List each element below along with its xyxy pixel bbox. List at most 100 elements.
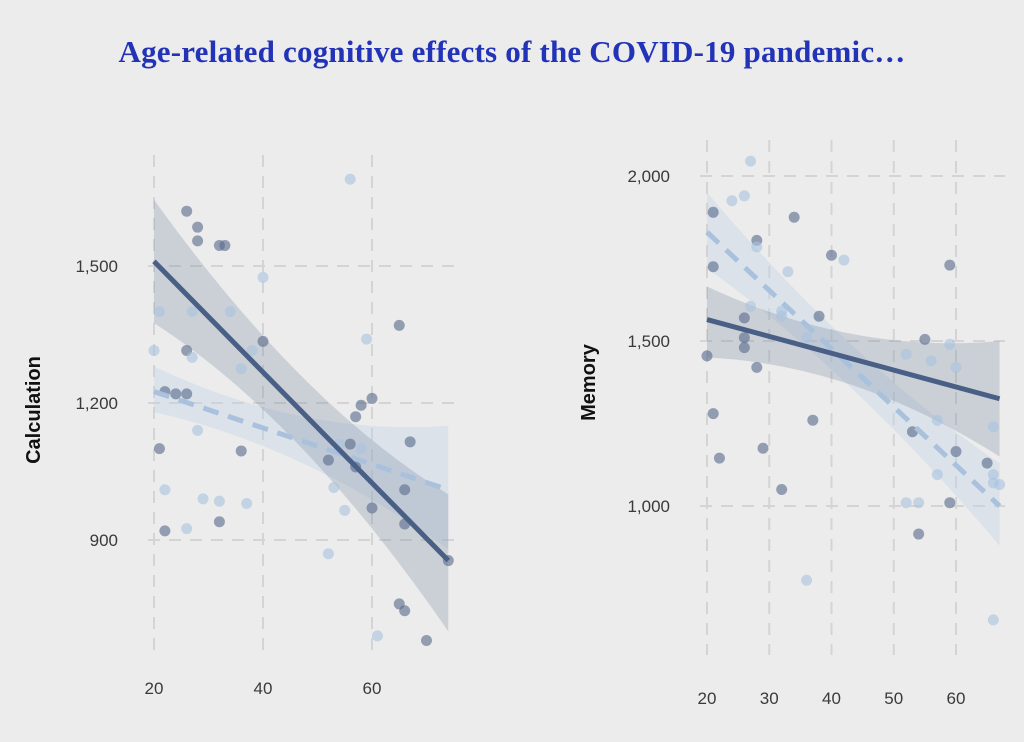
calc-point-group-solid-0 (181, 205, 193, 217)
mem-point-group-solid-16 (757, 442, 769, 454)
mem-point-group-solid-8 (738, 332, 750, 344)
mem-point-group-dashed-11 (925, 355, 937, 367)
calc-point-group-solid-21 (404, 436, 416, 448)
calc-y-tick-label: 1,200 (75, 394, 118, 413)
mem-point-group-solid-15 (713, 452, 725, 464)
mem-point-group-dashed-22 (801, 574, 813, 586)
mem-ci-band-group-dashed (707, 192, 1000, 546)
calc-point-group-dashed-10 (192, 424, 204, 436)
mem-point-group-dashed-19 (994, 479, 1006, 491)
calc-point-group-solid-14 (393, 319, 405, 331)
calc-point-group-solid-19 (322, 454, 334, 466)
mem-point-group-solid-11 (751, 361, 763, 373)
calc-fit-line-group-solid (152, 259, 451, 563)
mem-fit-line-group-dashed (705, 230, 1002, 508)
mem-point-group-solid-12 (919, 333, 931, 345)
calc-point-group-dashed-4 (224, 306, 236, 318)
calc-point-group-dashed-3 (186, 306, 198, 318)
mem-point-group-dashed-21 (913, 497, 925, 509)
mem-point-group-solid-9 (738, 342, 750, 354)
mem-point-group-dashed-16 (987, 421, 999, 433)
calc-point-group-solid-7 (170, 388, 182, 400)
mem-point-group-dashed-12 (950, 361, 962, 373)
calc-point-group-dashed-13 (213, 495, 225, 507)
mem-point-group-solid-7 (813, 310, 825, 322)
calc-point-group-solid-16 (355, 399, 367, 411)
mem-point-group-dashed-5 (838, 254, 850, 266)
calc-point-group-dashed-0 (344, 173, 356, 185)
mem-point-group-solid-1 (788, 211, 800, 223)
mem-point-group-dashed-8 (776, 310, 788, 322)
slide-title: Age-related cognitive effects of the COV… (118, 34, 906, 69)
calc-point-group-solid-23 (366, 502, 378, 514)
mem-point-group-dashed-2 (738, 190, 750, 202)
calc-point-group-dashed-19 (322, 548, 334, 560)
mem-fit-line-group-solid (706, 317, 1001, 402)
mem-point-group-dashed-14 (931, 414, 943, 426)
mem-point-group-solid-6 (738, 312, 750, 324)
calc-point-group-dashed-1 (257, 271, 269, 283)
calc-x-tick-label: 60 (363, 679, 382, 698)
mem-point-group-dashed-6 (745, 300, 757, 312)
calc-point-group-solid-8 (181, 388, 193, 400)
mem-point-group-solid-3 (707, 261, 719, 273)
calc-point-group-dashed-5 (148, 344, 160, 356)
calc-point-group-solid-11 (213, 516, 225, 528)
mem-point-group-dashed-17 (987, 469, 999, 481)
mem-point-group-dashed-23 (987, 614, 999, 626)
calc-point-group-dashed-6 (186, 351, 198, 363)
mem-x-tick-label: 60 (947, 689, 966, 708)
calc-y-tick-label: 1,500 (75, 257, 118, 276)
mem-x-tick-label: 50 (884, 689, 903, 708)
calc-point-group-solid-17 (350, 411, 362, 423)
mem-point-group-dashed-4 (782, 266, 794, 278)
calc-point-group-dashed-2 (153, 306, 165, 318)
mem-point-group-dashed-10 (900, 348, 912, 360)
mem-point-group-solid-19 (950, 446, 962, 458)
mem-point-group-solid-10 (701, 350, 713, 362)
mem-y-axis-label: Memory (578, 343, 600, 421)
mem-point-group-dashed-15 (931, 469, 943, 481)
mem-point-group-solid-5 (944, 259, 956, 271)
calc-point-group-dashed-20 (355, 443, 367, 455)
mem-x-tick-label: 40 (822, 689, 841, 708)
calc-y-tick-label: 900 (90, 531, 118, 550)
mem-point-group-solid-14 (807, 414, 819, 426)
mem-point-group-solid-17 (776, 484, 788, 495)
mem-point-group-solid-21 (944, 497, 956, 509)
calc-point-group-solid-15 (366, 392, 378, 404)
calc-point-group-dashed-21 (371, 630, 383, 642)
calc-point-group-dashed-8 (235, 363, 247, 375)
mem-point-group-solid-13 (707, 408, 719, 420)
calc-point-group-solid-2 (192, 235, 204, 247)
calc-point-group-dashed-17 (339, 504, 351, 516)
mem-panel: 20 30 40 50 60 1,000 1,500 2,000 Memory (578, 140, 1006, 708)
calc-point-group-solid-22 (399, 484, 411, 496)
calc-point-group-dashed-12 (197, 493, 209, 505)
mem-point-group-dashed-0 (745, 155, 757, 167)
mem-point-group-solid-20 (981, 457, 993, 469)
calc-point-group-solid-4 (219, 239, 231, 251)
calc-point-group-dashed-9 (361, 333, 373, 345)
calc-ci-band-group-dashed (154, 366, 449, 550)
calc-point-group-dashed-14 (241, 497, 253, 509)
mem-point-group-dashed-1 (726, 195, 738, 207)
calc-y-axis-label: Calculation (23, 356, 45, 464)
mem-point-group-dashed-9 (801, 332, 813, 344)
calc-panel: 20 40 60 900 1,200 1,500 Calculation (23, 155, 460, 698)
mem-ci-band-group-solid (707, 286, 1000, 457)
calc-point-group-dashed-15 (181, 523, 193, 535)
mem-y-tick-label: 1,000 (627, 497, 670, 516)
calc-point-group-dashed-18 (328, 481, 340, 493)
mem-point-group-solid-4 (826, 249, 837, 261)
calc-point-group-solid-12 (159, 525, 171, 537)
calc-x-tick-label: 20 (145, 679, 164, 698)
mem-x-tick-label: 30 (760, 689, 779, 708)
calc-point-group-solid-10 (153, 443, 165, 455)
calc-point-group-dashed-7 (246, 344, 258, 356)
calc-point-group-solid-27 (399, 605, 411, 617)
mem-x-tick-label: 20 (698, 689, 717, 708)
calc-x-tick-label: 40 (254, 679, 273, 698)
calc-point-group-solid-1 (192, 221, 204, 233)
